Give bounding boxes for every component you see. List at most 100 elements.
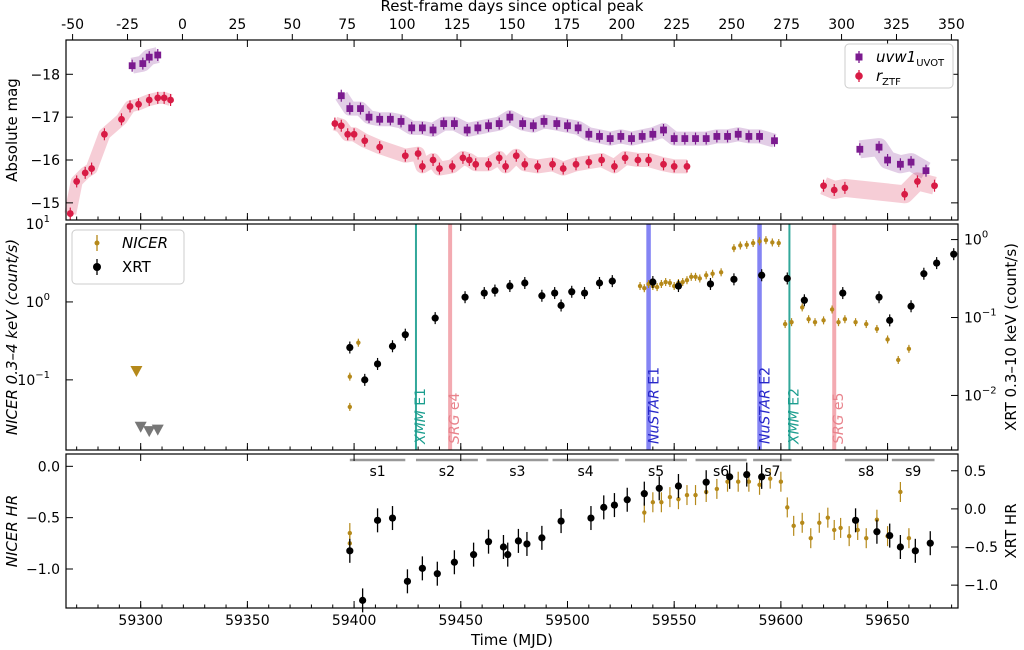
xrt-point (361, 376, 369, 384)
r-ztf-point (645, 156, 652, 164)
r-ztf-point (534, 163, 542, 170)
nicer-point (680, 279, 685, 285)
uvw1-point (495, 120, 503, 127)
r-ztf-point (901, 190, 909, 198)
observation-label: SRG e5 (831, 393, 847, 444)
nicer-hr-point (838, 525, 843, 531)
nicer-point (654, 284, 660, 290)
r-ztf-point (914, 178, 921, 185)
nicer-point (689, 274, 694, 280)
legend-marker-circle (855, 72, 863, 80)
r-ztf-point (485, 160, 492, 168)
nicer-point (356, 340, 361, 345)
r-ztf-point (81, 169, 89, 177)
xrt-point (730, 275, 738, 283)
r-ztf-point (559, 165, 567, 172)
uvw1-point (386, 115, 394, 123)
xrt-hr-point (896, 543, 904, 551)
nicer-point (821, 318, 826, 323)
r-ztf-point (376, 143, 384, 151)
xrt-point (373, 360, 382, 368)
r-ztf-point (331, 120, 339, 127)
xrt-point (839, 289, 847, 297)
top-tick-label: 25 (228, 17, 246, 33)
xrt-point (480, 289, 488, 297)
y-tick-label-xrt-hr: 0.0 (964, 502, 986, 518)
r-ztf-point (66, 210, 74, 217)
xrt-hr-point (702, 478, 710, 486)
nicer-hr-point (746, 479, 752, 484)
xrt-point (551, 289, 559, 297)
xrt-point (506, 282, 514, 290)
uvw1-point (628, 135, 635, 142)
nicer-point (874, 326, 880, 332)
r-ztf-point (465, 156, 473, 164)
y-tick-label-xrt: 10−2 (964, 385, 997, 404)
nicer-point (770, 240, 775, 245)
y-axis-title-xrt-hr: XRT HR (1002, 503, 1020, 558)
r-ztf-point (521, 160, 529, 168)
nicer-hr-point (898, 489, 903, 495)
nicer-point (667, 280, 673, 286)
nicer-point (703, 273, 709, 278)
x-axis-title: Time (MJD) (470, 631, 553, 649)
tick-exp: 1 (44, 214, 50, 225)
xrt-hr-point (523, 540, 531, 548)
observation-label-name: NuSTAR (647, 389, 663, 444)
r-ztf-point (621, 154, 629, 162)
r-ztf-point (472, 160, 480, 168)
xrt-hr-point (726, 473, 734, 481)
nicer-hr-point (800, 520, 805, 525)
y-tick-label-optical: −16 (30, 153, 60, 169)
r-ztf-point (549, 160, 556, 168)
xrt-hr-point (418, 564, 426, 572)
nicer-hr-point (855, 527, 860, 533)
nicer-hr-point (808, 535, 813, 541)
nicer-point (731, 245, 737, 251)
uvw1-point (734, 130, 742, 138)
uvw1-point (519, 120, 527, 127)
xrt-point (568, 288, 576, 296)
nicer-hr-point (817, 520, 822, 525)
nicer-hr-point (864, 535, 869, 541)
nicer-point (757, 239, 762, 244)
r-ztf-point (344, 130, 352, 138)
xrt-hr-point (851, 516, 860, 524)
uvw1-point (756, 133, 763, 140)
xrt-hr-point (610, 501, 619, 509)
nicer-point (829, 307, 835, 312)
r-ztf-point (337, 122, 345, 130)
uvw1-point (154, 51, 162, 59)
uvw1-point (139, 60, 147, 67)
legend-sub: ZTF (882, 77, 901, 88)
nicer-point (776, 240, 781, 246)
uvw1-point (564, 122, 571, 130)
r-ztf-point (512, 152, 520, 160)
legend-box (844, 43, 954, 89)
nicer-hr-point (778, 479, 784, 484)
r-ztf-point (598, 156, 606, 164)
nicer-hr-point (874, 517, 880, 522)
observation-label: SRG e4 (447, 392, 463, 444)
nicer-hr-point (736, 479, 741, 484)
y-tick-label-nicer: 10−1 (17, 370, 50, 389)
nicer-hr-point (347, 530, 353, 536)
nicer-point (906, 346, 912, 352)
nicer-hr-point (825, 515, 831, 520)
r-ztf-point (154, 94, 162, 102)
top-tick-label: 350 (938, 17, 965, 33)
uvw1-point (346, 105, 354, 112)
tick-exp: −1 (35, 370, 50, 381)
top-tick-label: 75 (338, 17, 356, 33)
uvw1-point (875, 143, 883, 151)
nicer-hr-point (693, 492, 698, 498)
uvw1-point (670, 135, 678, 142)
nicer-point (738, 243, 743, 248)
uvw1-point (617, 133, 625, 140)
y-tick-label-xrt: 100 (964, 230, 988, 249)
r-ztf-point (401, 152, 409, 160)
nicer-point (842, 317, 848, 322)
nicer-hr-point (725, 479, 730, 484)
